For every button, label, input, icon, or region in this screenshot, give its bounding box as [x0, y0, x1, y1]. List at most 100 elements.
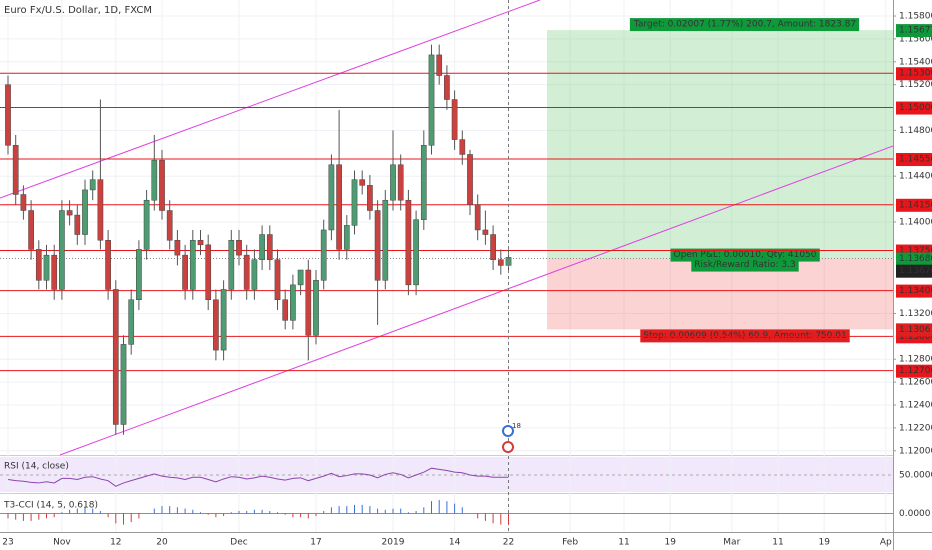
candle-body	[297, 269, 304, 286]
level-label-box	[896, 153, 932, 167]
y-tick-label: 1.15200	[899, 80, 932, 90]
position-tool: Target: 0.02007 (1.77%) 200.7, Amount: 1…	[0, 18, 893, 343]
candle-body	[351, 179, 358, 226]
candles	[5, 44, 512, 435]
candle-body	[105, 240, 111, 290]
level-label: 1.13750	[899, 246, 932, 256]
candle-body	[405, 199, 412, 286]
y-tick-label: 1.14400	[899, 172, 932, 182]
y-tick-label: 1.15600	[899, 34, 932, 44]
levels	[0, 72, 893, 372]
candle-body	[282, 299, 289, 321]
candle-body	[12, 145, 19, 195]
candle-body	[97, 179, 104, 241]
chart-title: Euro Fx/U.S. Dollar, 1D, FXCM	[4, 5, 152, 16]
y-tick-label: 1.14000	[899, 217, 932, 227]
x-tick-label: 14	[449, 538, 461, 548]
x-tick-label: Feb	[562, 538, 578, 548]
candle-body	[320, 229, 327, 281]
entry-price-label-box	[896, 252, 932, 266]
target-price-label: 1.15677	[899, 26, 932, 36]
candle-body	[59, 210, 65, 290]
x-tick-label: Mar	[723, 538, 740, 548]
candle-body	[336, 164, 342, 250]
ratio-text: Risk/Reward Ratio: 3.3	[694, 260, 795, 270]
candle-body	[290, 284, 296, 321]
y-tick-label: 1.12400	[899, 401, 932, 411]
candle-body	[274, 259, 281, 300]
x-tick-label: 11	[618, 538, 629, 548]
entry-price-label: 1.13680	[899, 254, 932, 264]
x-tick-label: 12	[110, 538, 121, 548]
candle-body	[43, 254, 50, 281]
candle-body	[112, 289, 119, 425]
candle-body	[367, 185, 373, 211]
profit-zone	[547, 30, 893, 259]
event-icon[interactable]	[502, 441, 514, 453]
candle-body	[189, 240, 196, 290]
stop-price-label-box	[896, 323, 932, 337]
candle-body	[397, 164, 404, 201]
event-icon[interactable]	[502, 425, 514, 437]
candle-body	[220, 289, 227, 351]
candle-body	[51, 254, 58, 290]
candle-body	[174, 240, 181, 256]
candle-body	[228, 240, 235, 290]
candle-body	[197, 240, 204, 246]
candle-body	[236, 240, 242, 256]
candle-body	[182, 254, 188, 290]
current-price-label-box	[896, 264, 932, 278]
candle-body	[28, 210, 34, 250]
target-text-box	[629, 18, 860, 32]
x-tick-label: 19	[664, 538, 676, 548]
candle-body	[490, 234, 496, 260]
level-label: 1.14550	[899, 155, 932, 165]
current-price-label: 1.13670	[899, 266, 932, 276]
candle-body	[143, 199, 150, 250]
level-label: 1.13400	[899, 286, 932, 296]
level-label: 1.13000	[899, 332, 932, 342]
candle-body	[482, 229, 489, 235]
x-tick-label: Dec	[230, 538, 247, 548]
x-tick-label: Ap	[880, 538, 892, 548]
y-tick-label: 1.12000	[899, 446, 932, 456]
event-label: 18	[512, 422, 521, 430]
y-tick-label: 1.15800	[899, 12, 932, 22]
candle-body	[390, 164, 396, 201]
candle-body	[374, 210, 381, 281]
cci-tick-label: 0.0000	[899, 509, 931, 519]
pnl-text: Open P&L: 0.00010, Qty: 41050	[674, 250, 817, 260]
candle-body	[305, 269, 312, 336]
y-tick-label: 1.13200	[899, 309, 932, 319]
candle-body	[328, 164, 335, 231]
candle-body	[382, 199, 389, 281]
candle-body	[243, 254, 250, 290]
candle-body	[159, 159, 165, 211]
x-tick-label: 22	[503, 538, 514, 548]
x-tick-label: 11	[772, 538, 783, 548]
level-label-box	[896, 101, 932, 115]
candle-body	[136, 249, 142, 300]
candle-body	[444, 75, 450, 100]
x-tick-label: 2019	[382, 538, 405, 548]
level-label-box	[896, 364, 932, 378]
y-tick-label: 1.12800	[899, 355, 932, 365]
candle-body	[120, 344, 127, 425]
y-tick-label: 1.12600	[899, 378, 932, 388]
candle-body	[82, 189, 88, 235]
candle-body	[266, 234, 273, 260]
x-tick-label: Nov	[53, 538, 71, 548]
candle-body	[413, 219, 419, 286]
candle-body	[497, 259, 504, 266]
candle-body	[213, 299, 219, 351]
candle-body	[5, 84, 11, 146]
candle-body	[89, 179, 96, 191]
candle-body	[166, 210, 173, 241]
candle-body	[35, 249, 42, 281]
y-tick-label: 1.12200	[899, 423, 932, 433]
x-tick-label: 17	[310, 538, 321, 548]
ratio-text-box	[691, 258, 799, 272]
level-label-box	[896, 284, 932, 298]
